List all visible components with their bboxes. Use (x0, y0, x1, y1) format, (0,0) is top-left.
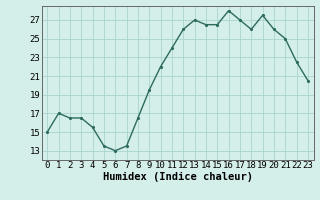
X-axis label: Humidex (Indice chaleur): Humidex (Indice chaleur) (103, 172, 252, 182)
